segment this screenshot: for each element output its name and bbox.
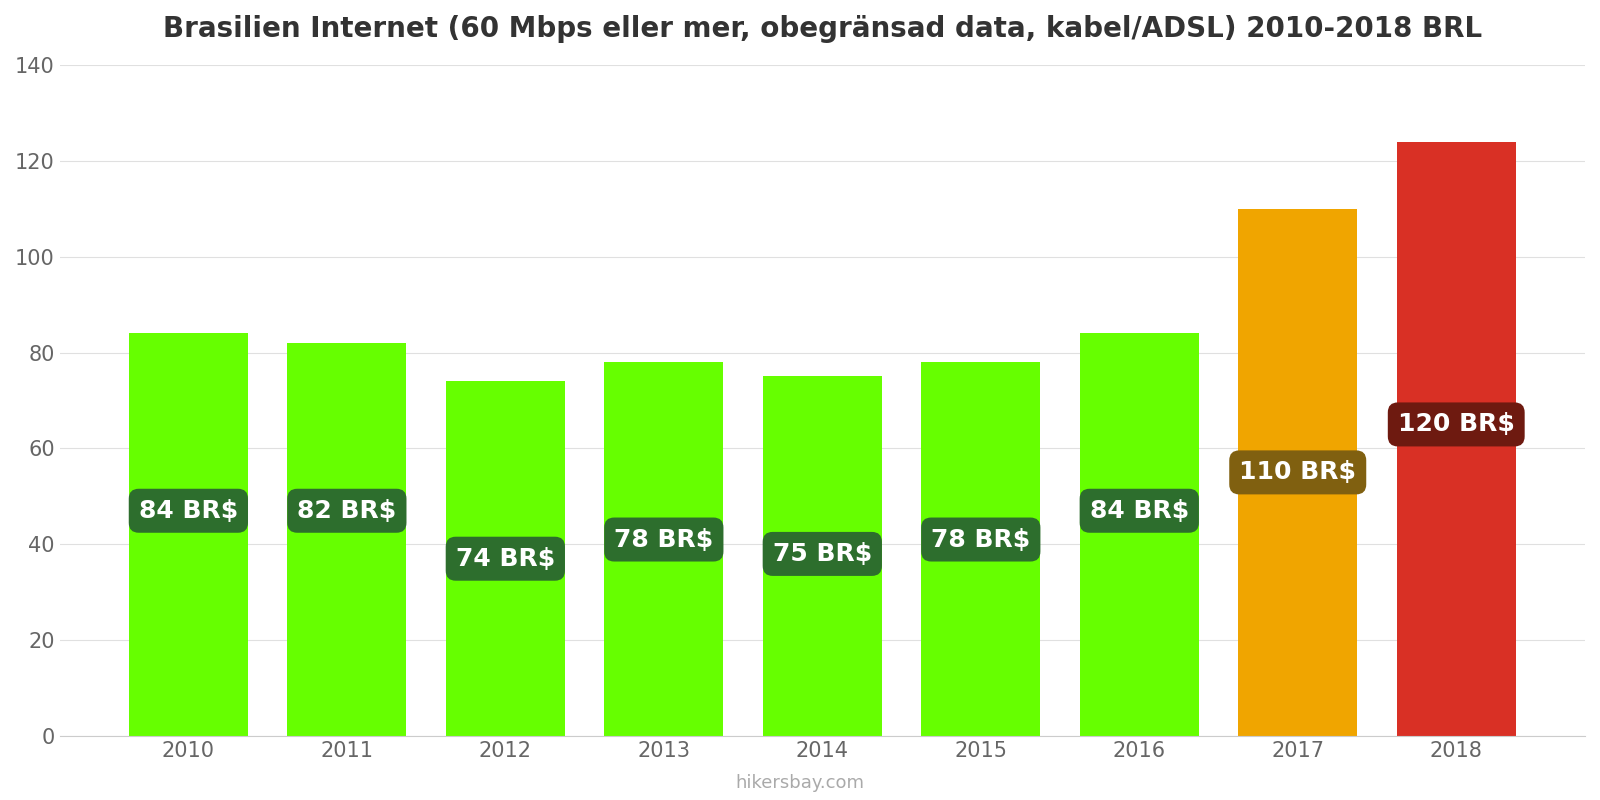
Bar	[446, 382, 565, 736]
Bar	[1397, 142, 1515, 736]
Text: 120 BR$: 120 BR$	[1398, 413, 1515, 437]
Text: 75 BR$: 75 BR$	[773, 542, 872, 566]
Title: Brasilien Internet (60 Mbps eller mer, obegränsad data, kabel/ADSL) 2010-2018 BR: Brasilien Internet (60 Mbps eller mer, o…	[163, 15, 1482, 43]
Bar	[130, 334, 248, 736]
Bar	[1238, 209, 1357, 736]
Bar	[605, 362, 723, 736]
Text: 78 BR$: 78 BR$	[931, 527, 1030, 551]
Text: 82 BR$: 82 BR$	[298, 498, 397, 522]
Bar	[1080, 334, 1198, 736]
Text: 78 BR$: 78 BR$	[614, 527, 714, 551]
Bar	[763, 377, 882, 736]
Bar	[922, 362, 1040, 736]
Text: 84 BR$: 84 BR$	[139, 498, 238, 522]
Text: 110 BR$: 110 BR$	[1240, 460, 1357, 484]
Text: 84 BR$: 84 BR$	[1090, 498, 1189, 522]
Text: hikersbay.com: hikersbay.com	[736, 774, 864, 792]
Text: 74 BR$: 74 BR$	[456, 546, 555, 570]
Bar	[288, 343, 406, 736]
